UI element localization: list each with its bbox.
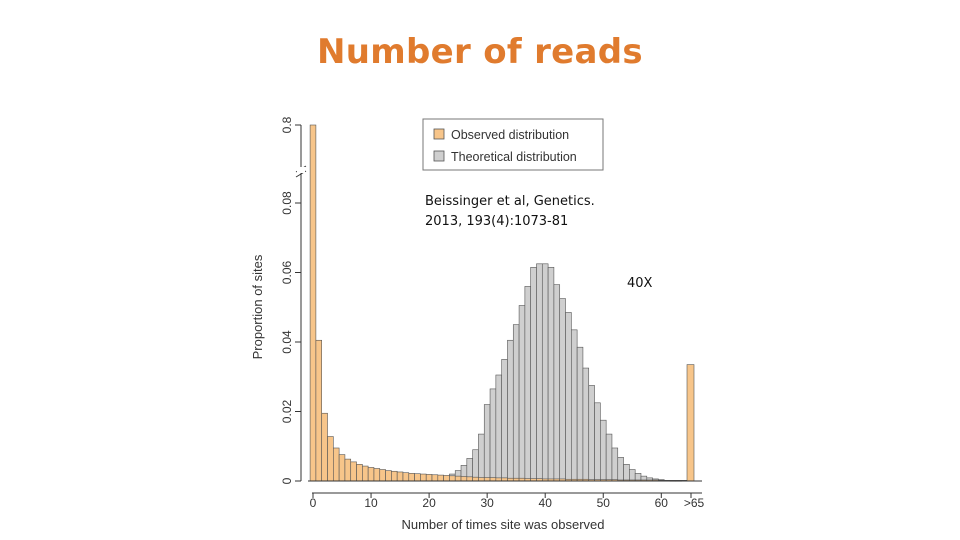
- observed-bar-17: [408, 473, 415, 482]
- observed-bar-65: [686, 364, 695, 482]
- x-tick-label-10: 10: [364, 496, 378, 510]
- observed-bar-16: [402, 472, 410, 482]
- observed-bar-0: [309, 124, 317, 482]
- theoretical-bar-35: [512, 324, 520, 482]
- legend-swatch-theoretical: [433, 150, 445, 162]
- observed-bar-23: [443, 475, 450, 482]
- coverage-label: 40X: [627, 276, 653, 291]
- theoretical-bar-51: [605, 433, 613, 482]
- theoretical-bar-53: [617, 457, 624, 482]
- theoretical-bar-48: [588, 385, 595, 482]
- observed-bar-7: [350, 461, 357, 482]
- observed-bar-19: [420, 473, 427, 482]
- observed-bar-27: [466, 476, 473, 482]
- ticks-layer: 0 10 20 30 40 50 60 >65 0 0.02 0.04 0.06 0.08 0.8: [280, 116, 705, 510]
- theoretical-bar-29: [478, 433, 485, 482]
- x-tick-label-0: 0: [310, 496, 317, 510]
- legend-label-theoretical: Theoretical distribution: [451, 150, 577, 164]
- theoretical-bar-33: [501, 359, 508, 482]
- observed-bar-26: [460, 476, 468, 482]
- theoretical-bar-44: [565, 312, 572, 482]
- theoretical-bar-31: [489, 388, 497, 482]
- theoretical-bar-43: [559, 298, 566, 482]
- observed-bar-12: [379, 469, 386, 482]
- observed-bar-2: [321, 412, 328, 482]
- x-tick-label-20: 20: [422, 496, 436, 510]
- legend-label-observed: Observed distribution: [451, 128, 569, 142]
- theoretical-bar-54: [623, 464, 630, 482]
- axes-layer: [300, 125, 702, 494]
- observed-bar-9: [362, 465, 369, 482]
- observed-bar-31: [489, 477, 497, 482]
- theoretical-bar-50: [600, 419, 607, 482]
- theoretical-bar-46: [576, 346, 584, 482]
- x-tick-label-60: 60: [655, 496, 669, 510]
- observed-bar-24: [449, 475, 456, 482]
- theoretical-bar-32: [495, 374, 502, 482]
- observed-bar-5: [338, 454, 346, 482]
- y-tick-label-3: 0.06: [280, 260, 294, 284]
- theoretical-bar-37: [524, 286, 531, 482]
- citation-line-2: 2013, 193(4):1073-81: [425, 214, 569, 229]
- observed-bar-8: [356, 464, 363, 482]
- x-axis-title: Number of times site was observed: [401, 517, 604, 532]
- x-tick-label-overflow: >65: [684, 496, 705, 510]
- y-tick-label-2: 0.04: [280, 330, 294, 354]
- bars-layer: [308, 124, 702, 482]
- citation: Beissinger et al, Genetics. 2013, 193(4)…: [425, 192, 595, 232]
- theoretical-bar-28: [472, 449, 479, 482]
- y-tick-label-4: 0.08: [280, 191, 294, 215]
- observed-bar-14: [391, 470, 398, 482]
- legend-swatch-observed: [433, 128, 445, 140]
- observed-bar-10: [367, 467, 375, 482]
- chart-legend: Observed distribution Theoretical distri…: [422, 118, 604, 171]
- observed-bar-20: [425, 474, 433, 482]
- theoretical-bar-45: [571, 329, 578, 482]
- observed-bar-29: [478, 477, 485, 482]
- slide-title: Number of reads: [317, 32, 643, 72]
- observed-bar-25: [454, 475, 462, 482]
- observed-bar-21: [431, 474, 439, 482]
- observed-bar-6: [344, 458, 352, 482]
- y-axis-title: Proportion of sites: [250, 254, 265, 359]
- observed-bar-4: [333, 447, 340, 482]
- observed-bar-28: [472, 476, 479, 482]
- observed-bar-22: [437, 474, 444, 482]
- observed-bar-3: [327, 436, 334, 482]
- x-tick-label-40: 40: [539, 496, 553, 510]
- theoretical-bar-40: [541, 263, 549, 482]
- legend-frame: [422, 118, 604, 171]
- x-tick-label-30: 30: [480, 496, 494, 510]
- y-tick-label-top: 0.8: [280, 116, 294, 133]
- observed-bar-18: [414, 473, 421, 482]
- theoretical-bar-34: [507, 339, 514, 482]
- y-tick-label-0: 0: [280, 477, 294, 484]
- citation-line-1: Beissinger et al, Genetics.: [425, 194, 595, 209]
- theoretical-bar-41: [547, 266, 555, 482]
- theoretical-bar-52: [611, 447, 619, 482]
- theoretical-bar-42: [553, 284, 561, 482]
- observed-bar-13: [385, 470, 392, 482]
- theoretical-bar-49: [594, 402, 601, 482]
- x-tick-label-50: 50: [597, 496, 611, 510]
- theoretical-bar-38: [530, 266, 537, 482]
- observed-bar-30: [483, 477, 491, 482]
- theoretical-bar-36: [518, 305, 526, 482]
- observed-bar-11: [373, 468, 381, 482]
- observed-bar-1: [315, 339, 322, 482]
- observed-bar-15: [396, 471, 404, 482]
- y-tick-label-1: 0.02: [280, 399, 294, 423]
- theoretical-bar-30: [483, 404, 491, 482]
- theoretical-bar-55: [629, 469, 636, 482]
- theoretical-bar-39: [536, 263, 543, 482]
- y-axis-break-gap: [297, 167, 305, 173]
- theoretical-bar-47: [582, 367, 590, 482]
